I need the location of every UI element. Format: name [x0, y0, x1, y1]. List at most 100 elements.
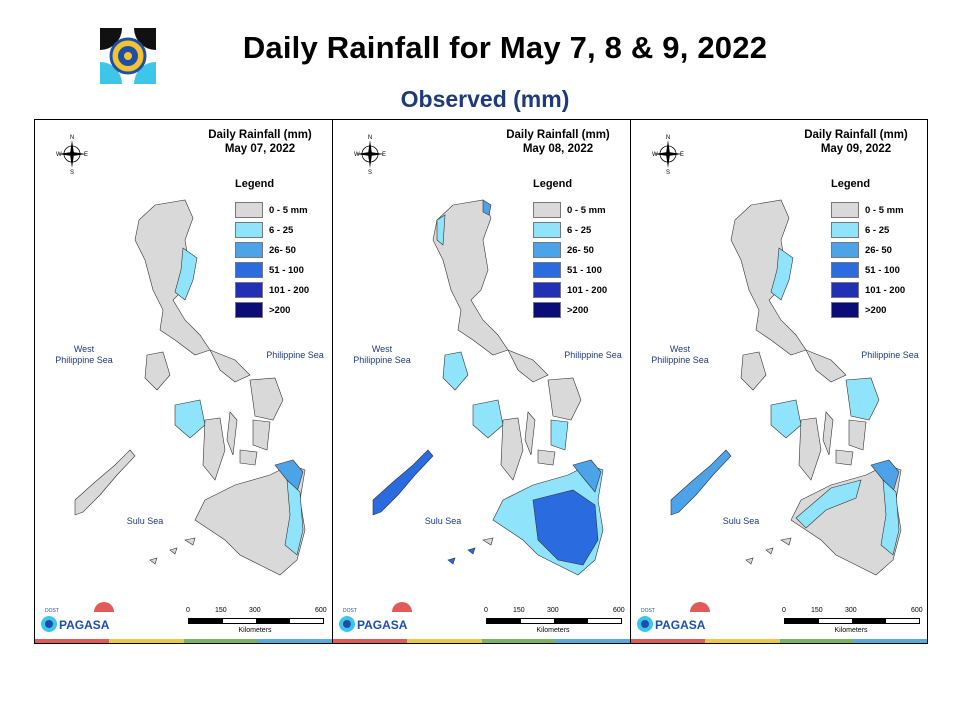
page-title: Daily Rainfall for May 7, 8 & 9, 2022	[242, 30, 768, 65]
compass-n: N	[368, 135, 372, 141]
panel-title-line1: Daily Rainfall (mm)	[506, 129, 610, 141]
legend-label: 51 - 100	[269, 264, 304, 276]
scale-tick: 150	[215, 607, 227, 614]
legend-swatch	[235, 242, 263, 258]
legend-label: 51 - 100	[567, 264, 602, 276]
color-stripe	[35, 639, 332, 643]
scale-tick: 300	[249, 607, 261, 614]
sea-label-south: Sulu Sea	[424, 516, 462, 526]
legend-item: 101 - 200	[831, 280, 905, 300]
philippines-rainfall-map	[372, 199, 604, 576]
scale-tick: 600	[315, 607, 327, 614]
legend-item: 6 - 25	[831, 220, 905, 240]
pagasa-logo: DOST PAGASA	[635, 602, 715, 638]
north-arrow-icon: N S W E	[55, 134, 89, 176]
sea-label-south: Sulu Sea	[722, 516, 760, 526]
legend-label: 0 - 5 mm	[567, 204, 606, 216]
legend-item: 51 - 100	[533, 260, 607, 280]
scale-tick: 150	[811, 607, 823, 614]
legend-swatch	[235, 282, 263, 298]
legend-swatch	[831, 202, 859, 218]
compass-w: W	[652, 152, 658, 158]
legend-item: >200	[235, 300, 309, 320]
scale-tick: 600	[911, 607, 923, 614]
compass-w: W	[56, 152, 62, 158]
legend-title: Legend	[533, 178, 573, 190]
sea-label-east: Philippine Sea	[266, 350, 324, 360]
north-arrow-icon: N S W E	[353, 134, 387, 176]
legend-item: >200	[533, 300, 607, 320]
legend: 0 - 5 mm 6 - 25 26- 50 51 - 100 101 - 20…	[831, 200, 905, 320]
north-arrow-icon: N S W E	[651, 134, 685, 176]
page-subtitle: Observed (mm)	[400, 86, 570, 112]
scale-bar: 0 150 300 600 Kilometers	[185, 607, 327, 634]
legend-swatch	[831, 222, 859, 238]
legend-label: >200	[865, 304, 887, 316]
legend-swatch	[533, 262, 561, 278]
map-panel-may07: N S W E Daily Rainfall (mm) May 07, 2022…	[35, 120, 333, 643]
compass-e: E	[680, 152, 684, 158]
compass-w: W	[354, 152, 360, 158]
pagasa-seal-logo	[96, 24, 160, 88]
legend-swatch	[235, 222, 263, 238]
legend-swatch	[533, 282, 561, 298]
legend-swatch	[831, 302, 859, 318]
legend-label: >200	[269, 304, 291, 316]
legend-label: 6 - 25	[567, 224, 592, 236]
dost-label: DOST	[45, 608, 59, 614]
sea-label-west: West Philippine Sea	[353, 344, 411, 365]
scale-tick: 0	[484, 607, 488, 614]
legend: 0 - 5 mm 6 - 25 26- 50 51 - 100 101 - 20…	[235, 200, 309, 320]
legend-item: 26- 50	[235, 240, 309, 260]
legend-label: 0 - 5 mm	[269, 204, 308, 216]
compass-n: N	[70, 135, 74, 141]
pagasa-logo: DOST PAGASA	[337, 602, 417, 638]
legend-swatch	[533, 302, 561, 318]
color-stripe	[333, 639, 630, 643]
sea-label-east: Philippine Sea	[861, 350, 919, 360]
panel-date: May 07, 2022	[224, 143, 296, 155]
legend-item: 0 - 5 mm	[831, 200, 905, 220]
scale-tick: 300	[845, 607, 857, 614]
legend-label: 6 - 25	[269, 224, 294, 236]
legend-item: 101 - 200	[235, 280, 309, 300]
legend-swatch	[235, 262, 263, 278]
pagasa-logo: DOST PAGASA	[39, 602, 119, 638]
legend-item: 51 - 100	[235, 260, 309, 280]
panel-title-line1: Daily Rainfall (mm)	[208, 129, 312, 141]
scale-tick: 150	[513, 607, 525, 614]
legend-item: 51 - 100	[831, 260, 905, 280]
color-stripe	[631, 639, 927, 643]
legend-item: 6 - 25	[235, 220, 309, 240]
compass-s: S	[70, 170, 74, 174]
compass-s: S	[368, 170, 372, 174]
legend-item: 26- 50	[533, 240, 607, 260]
compass-e: E	[382, 152, 386, 158]
legend-swatch	[831, 262, 859, 278]
panel-title-line1: Daily Rainfall (mm)	[804, 129, 908, 141]
sea-label-west: West Philippine Sea	[651, 344, 709, 365]
dost-label: DOST	[343, 608, 357, 614]
panel-title: Daily Rainfall (mm) May 08, 2022	[483, 128, 630, 156]
map-panels: N S W E Daily Rainfall (mm) May 07, 2022…	[34, 119, 928, 644]
panel-date: May 08, 2022	[522, 143, 594, 155]
dost-label: DOST	[641, 608, 655, 614]
compass-s: S	[666, 170, 670, 174]
scale-unit: Kilometers	[536, 627, 570, 634]
panel-date: May 09, 2022	[820, 143, 892, 155]
legend-swatch	[831, 242, 859, 258]
legend-label: 101 - 200	[865, 284, 906, 296]
pagasa-wordmark: PAGASA	[357, 618, 408, 632]
legend-label: 6 - 25	[865, 224, 890, 236]
compass-e: E	[84, 152, 88, 158]
legend-label: >200	[567, 304, 589, 316]
legend-item: 0 - 5 mm	[533, 200, 607, 220]
legend-item: 101 - 200	[533, 280, 607, 300]
sea-label-west: West Philippine Sea	[55, 344, 113, 365]
legend-swatch	[235, 202, 263, 218]
legend-swatch	[533, 242, 561, 258]
map-panel-may08: N S W E Daily Rainfall (mm) May 08, 2022…	[333, 120, 631, 643]
legend-label: 0 - 5 mm	[865, 204, 904, 216]
legend-label: 26- 50	[567, 244, 594, 256]
legend-swatch	[235, 302, 263, 318]
